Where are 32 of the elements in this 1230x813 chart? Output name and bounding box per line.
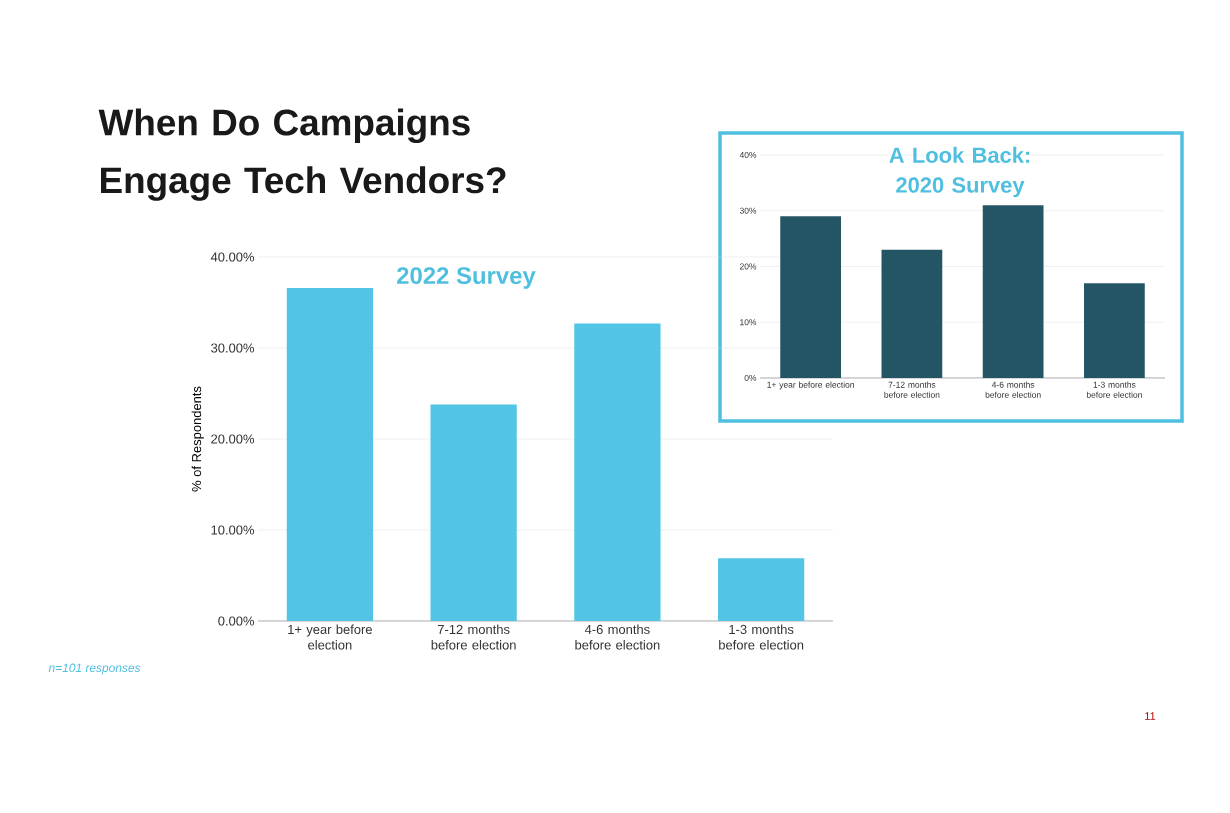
- x-tick-label: 1+ year before election: [288, 624, 372, 650]
- bar: [1084, 283, 1145, 378]
- bar: [780, 216, 842, 378]
- x-tick-label: 7-12 months before election: [884, 381, 940, 398]
- bar: [430, 404, 517, 621]
- y-tick-label: 10.00%: [211, 525, 255, 535]
- text: n=101 responses: [48, 663, 141, 675]
- text: 11: [1145, 712, 1156, 720]
- y-tick-label: 30.00%: [211, 343, 255, 353]
- bar: [286, 287, 374, 621]
- y-tick-label: 20%: [739, 263, 757, 270]
- chart-subtitle: 2022 Survey: [397, 267, 536, 289]
- bar: [574, 323, 661, 621]
- y-tick-label: 0.00%: [218, 616, 255, 626]
- chart-title: When Do Campaigns Engage Tech Vendors?: [98, 108, 506, 201]
- y-tick-label: 30%: [739, 207, 757, 214]
- bar: [982, 205, 1044, 378]
- y-tick-label: 40%: [739, 151, 757, 158]
- y-tick-label: 0%: [744, 374, 757, 381]
- y-tick-label: 40.00%: [210, 252, 255, 262]
- chart-title: A Look Back: 2020 Survey: [889, 146, 1030, 198]
- x-tick-label: 1-3 months before election: [1086, 381, 1142, 398]
- bar: [718, 558, 805, 621]
- y-axis-title: % of Respondents: [191, 386, 204, 492]
- x-tick-label: 1+ year before election: [767, 381, 854, 390]
- y-tick-label: 20.00%: [211, 434, 255, 444]
- x-tick-label: 7-12 months before election: [431, 624, 516, 650]
- y-tick-label: 10%: [740, 319, 757, 326]
- x-tick-label: 4-6 months before election: [575, 624, 660, 650]
- x-tick-label: 1-3 months before election: [719, 624, 804, 650]
- x-tick-label: 4-6 months before election: [985, 381, 1041, 398]
- bar: [881, 249, 943, 378]
